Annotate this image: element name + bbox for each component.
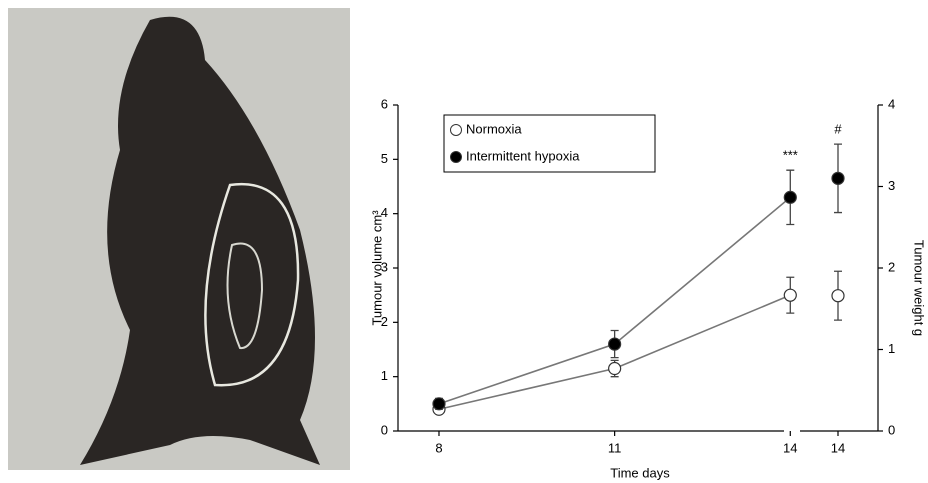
legend-box: [443, 114, 656, 173]
y-axis-label: Tumour volume cm³: [369, 210, 384, 326]
marker: [831, 171, 845, 185]
y2-tick-label: 3: [888, 178, 895, 193]
x-tick-label: 14: [783, 440, 797, 455]
legend-label: Normoxia: [466, 121, 522, 136]
x-tick-label: 8: [435, 440, 442, 455]
x-tick-label: 11: [608, 440, 622, 455]
annotation: ***: [783, 148, 798, 163]
y-tick-label: 1: [381, 368, 388, 383]
y2-tick-label: 1: [888, 341, 895, 356]
marker: [608, 337, 622, 351]
y-tick-label: 6: [381, 96, 388, 111]
x-tick-label: 14: [831, 440, 845, 455]
y-tick-label: 4: [381, 205, 388, 220]
y2-tick-label: 0: [888, 422, 895, 437]
x-axis-label: Time days: [610, 465, 670, 480]
y2-axis-label: Tumour weight g: [912, 240, 927, 336]
legend-marker: [450, 124, 462, 136]
marker: [783, 190, 797, 204]
y2-tick-label: 2: [888, 259, 895, 274]
y-tick-label: 0: [381, 422, 388, 437]
legend-label: Intermittent hypoxia: [466, 148, 580, 163]
marker: [608, 361, 622, 376]
y-tick-label: 2: [381, 314, 388, 329]
legend-marker: [450, 151, 462, 163]
marker: [432, 397, 446, 411]
marker: [831, 289, 845, 303]
marker: [783, 288, 797, 302]
mouse-photo: [8, 8, 350, 470]
annotation: #: [834, 122, 842, 137]
y2-tick-label: 4: [888, 96, 895, 111]
y-tick-label: 5: [381, 151, 388, 166]
y-tick-label: 3: [381, 259, 388, 274]
